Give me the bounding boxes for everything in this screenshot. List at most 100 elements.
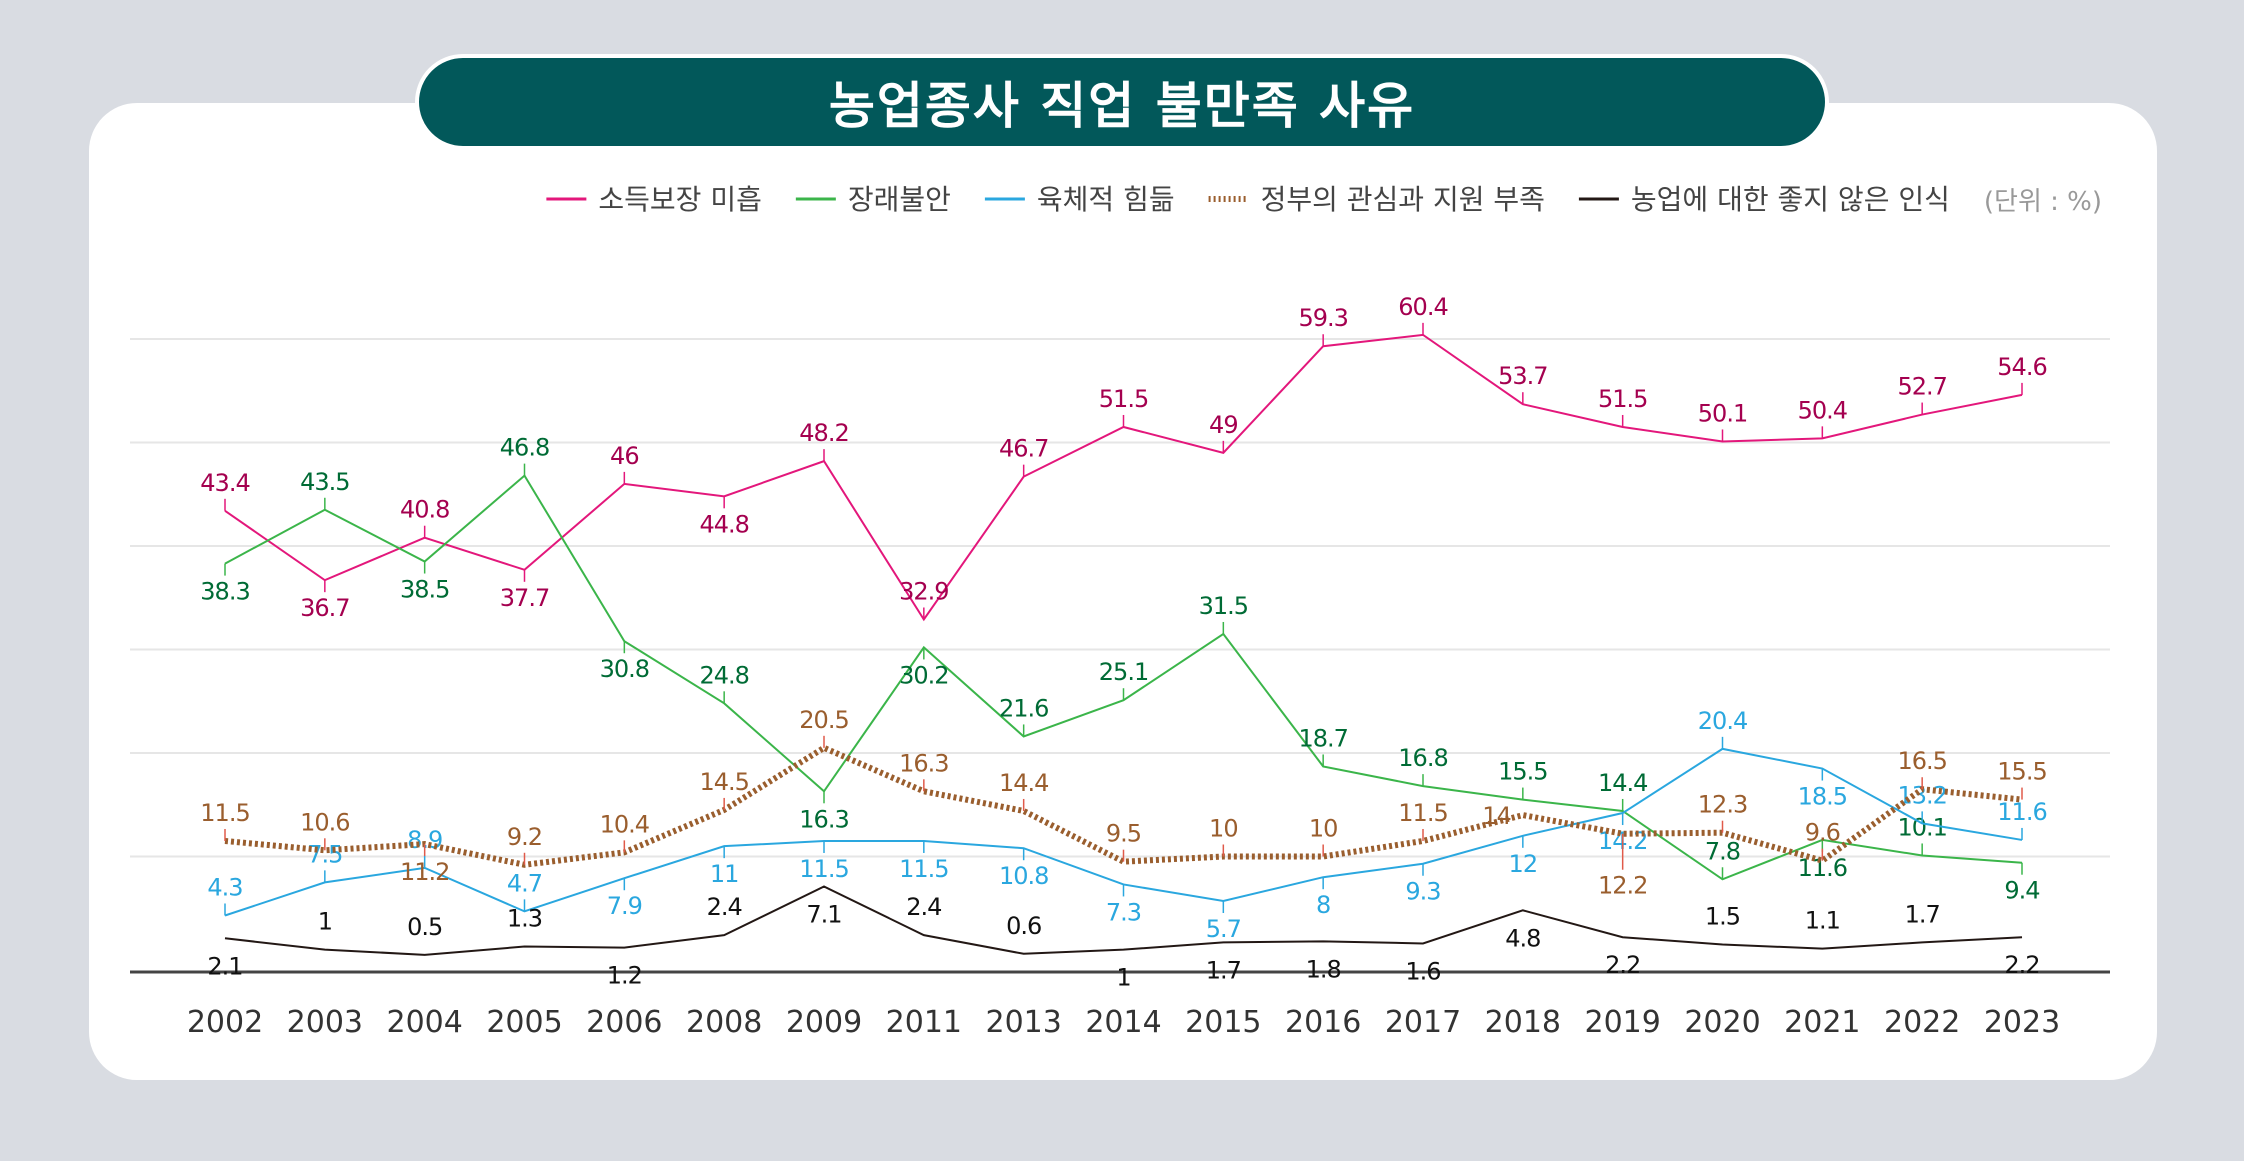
data-label: 12.3	[1698, 791, 1747, 819]
data-label: 7.9	[607, 892, 642, 920]
data-label: 10.6	[300, 808, 349, 836]
x-tick-label: 2013	[985, 1005, 1061, 1040]
data-label: 1.7	[1206, 956, 1241, 984]
data-label: 46	[610, 442, 639, 470]
data-label: 50.4	[1798, 396, 1847, 424]
series-2: 38.3 43.5 38.5 46.8 30.8 24.8 16.3 30.2 21.6 25.1…	[200, 434, 2040, 905]
data-label: 51.5	[1598, 385, 1647, 413]
data-label: 18.7	[1298, 724, 1347, 752]
data-label: 38.5	[400, 576, 449, 604]
data-label: 11	[710, 860, 739, 888]
data-label: 53.7	[1498, 362, 1547, 390]
data-label: 9.4	[2004, 877, 2039, 905]
data-label: 9.5	[1106, 820, 1141, 848]
x-tick-label: 2022	[1884, 1005, 1960, 1040]
data-label: 12.2	[1598, 872, 1647, 900]
data-label: 15.5	[1997, 758, 2046, 786]
data-label: 5.7	[1206, 915, 1241, 943]
x-tick-label: 2011	[886, 1005, 962, 1040]
legend-label: 소득보장 미흡	[598, 183, 761, 216]
series-4: 11.5 10.6 11.2 9.2 10.4 14.5 20.5 16.3 14.4 9.5 10…	[200, 706, 2047, 900]
data-label: 1.5	[1705, 902, 1740, 930]
series-5: 2.1 1 0.5 1.3 1.2 2.4 7.1 2.4 0.6 1 1.7 1.8 1.6 4.8 2.…	[207, 885, 2041, 992]
x-tick-label: 2021	[1784, 1005, 1860, 1040]
x-tick-label: 2009	[786, 1005, 862, 1040]
data-label: 1	[318, 908, 332, 936]
data-label: 30.8	[600, 655, 649, 683]
data-label: 20.5	[799, 706, 848, 734]
x-tick-label: 2002	[187, 1005, 263, 1040]
data-label: 59.3	[1298, 304, 1347, 332]
data-label: 38.3	[200, 578, 249, 606]
x-tick-label: 2003	[287, 1005, 363, 1040]
data-label: 9.6	[1805, 819, 1840, 847]
series-3: 4.37.58.94.77.911 11.5 11.5 10.87.35.78 9.31…	[207, 707, 2047, 943]
data-label: 21.6	[999, 694, 1048, 722]
data-label: 18.5	[1798, 783, 1847, 811]
data-label: 2.4	[906, 893, 941, 921]
data-label: 15.5	[1498, 758, 1547, 786]
data-label: 48.2	[799, 419, 848, 447]
data-label: 7.3	[1106, 898, 1141, 926]
legend-label: 농업에 대한 좋지 않은 인식	[1631, 183, 1950, 216]
data-label: 10.8	[999, 862, 1048, 890]
data-label: 0.5	[407, 913, 442, 941]
data-label: 43.4	[200, 469, 249, 497]
data-label: 12	[1509, 850, 1538, 878]
data-label: 60.4	[1398, 293, 1447, 321]
chart-card	[89, 103, 2157, 1080]
data-label: 49	[1209, 411, 1238, 439]
data-label: 14.5	[699, 768, 748, 796]
data-label: 1	[1116, 964, 1130, 992]
x-tick-label: 2023	[1984, 1005, 2060, 1040]
data-label: 4.7	[507, 869, 542, 897]
data-label: 2.2	[2004, 951, 2039, 979]
data-label: 11.2	[400, 858, 449, 886]
data-label: 2.1	[207, 952, 242, 980]
x-tick-label: 2019	[1584, 1005, 1660, 1040]
x-tick-label: 2015	[1185, 1005, 1261, 1040]
legend-item: 소득보장 미흡	[546, 183, 762, 216]
data-label: 16.3	[799, 805, 848, 833]
data-label: 9.2	[507, 823, 542, 851]
data-label: 10	[1309, 815, 1338, 843]
x-tick-label: 2017	[1385, 1005, 1461, 1040]
legend-label: 장래불안	[848, 183, 951, 216]
data-label: 54.6	[1997, 353, 2046, 381]
data-label: 1.7	[1905, 900, 1940, 928]
legend-item: 정부의 관심과 지원 부족	[1208, 183, 1545, 216]
data-label: 52.7	[1897, 373, 1946, 401]
data-label: 7.8	[1705, 837, 1740, 865]
data-label: 1.2	[607, 962, 642, 990]
data-label: 11.5	[799, 855, 848, 883]
data-label: 43.5	[300, 468, 349, 496]
data-label: 24.8	[699, 661, 748, 689]
unit-label: (단위 : %)	[1984, 187, 2102, 217]
data-label: 51.5	[1099, 385, 1148, 413]
legend-label: 정부의 관심과 지원 부족	[1261, 183, 1545, 216]
data-label: 46.7	[999, 435, 1048, 463]
data-label: 14.4	[999, 769, 1048, 797]
data-label: 1.3	[507, 905, 542, 933]
legend-label: 육체적 힘듦	[1037, 183, 1175, 216]
data-label: 50.1	[1698, 399, 1747, 427]
x-tick-label: 2020	[1684, 1005, 1760, 1040]
data-label: 44.8	[699, 510, 748, 538]
chart-title: 농업종사 직업 불만족 사유	[415, 54, 1829, 150]
data-label: 20.4	[1698, 707, 1747, 735]
data-label: 11.5	[899, 855, 948, 883]
x-tick-label: 2005	[486, 1005, 562, 1040]
x-tick-label: 2006	[586, 1005, 662, 1040]
series-1: 43.4 36.7 40.8 37.7 46 44.8 48.2 32.9 46.7 51.5 49…	[200, 293, 2047, 622]
x-tick-label: 2014	[1085, 1005, 1161, 1040]
data-label: 8	[1316, 891, 1330, 919]
data-label: 4.8	[1505, 924, 1540, 952]
data-label: 16.8	[1398, 744, 1447, 772]
data-label: 2.4	[707, 893, 742, 921]
series-line	[224, 333, 2023, 622]
x-tick-label: 2004	[386, 1005, 462, 1040]
data-label: 9.3	[1405, 878, 1440, 906]
data-label: 14	[1482, 802, 1511, 830]
data-label: 2.2	[1605, 951, 1640, 979]
